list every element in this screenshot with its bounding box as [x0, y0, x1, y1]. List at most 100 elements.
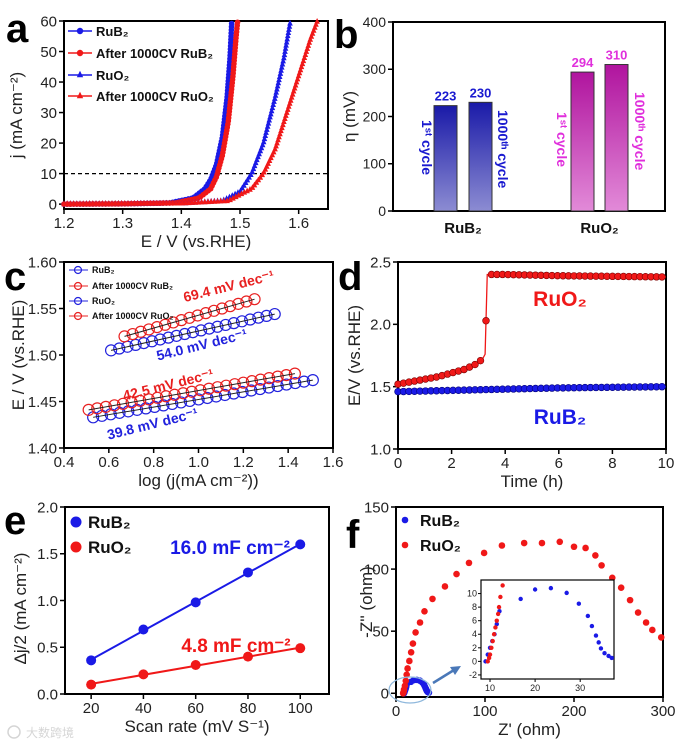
- plot-frame: [63, 20, 329, 210]
- data-point: [242, 567, 253, 578]
- bar-value-label: 223: [435, 89, 457, 104]
- data-point: [125, 396, 138, 409]
- x-tick-label: 10: [658, 455, 675, 472]
- data-point: [159, 318, 172, 331]
- data-point: [570, 543, 578, 551]
- data-point: [194, 384, 207, 397]
- legend-label: RuB₂: [92, 265, 115, 275]
- data-point: [264, 122, 271, 129]
- data-point: [245, 375, 259, 388]
- data-point: [284, 106, 291, 112]
- data-point: [185, 385, 198, 398]
- data-point: [276, 73, 283, 79]
- data-point: [297, 66, 304, 73]
- series-1: [82, 367, 301, 416]
- data-point: [280, 378, 293, 391]
- data-point: [598, 562, 605, 569]
- data-point: [263, 129, 269, 135]
- data-point: [202, 382, 216, 395]
- inset-data-point: [585, 613, 591, 619]
- data-point: [520, 539, 528, 547]
- data-point: [283, 112, 289, 118]
- data-point: [476, 356, 485, 365]
- inset-y-tick-label: 2: [472, 643, 477, 653]
- data-point: [281, 54, 287, 61]
- cycle-label: 1ˢᵗ cycle: [419, 120, 435, 175]
- data-point: [305, 42, 312, 48]
- y-tick-label: 50: [40, 44, 57, 61]
- panel-label: a: [6, 7, 29, 51]
- data-point: [284, 32, 291, 39]
- series-2: [104, 307, 281, 357]
- data-point: [649, 626, 656, 634]
- data-point: [309, 29, 316, 36]
- data-point: [138, 669, 149, 680]
- legend-marker: [401, 541, 409, 549]
- data-point: [256, 150, 262, 157]
- inset-data-point: [518, 596, 523, 602]
- x-tick-label: 8: [608, 455, 616, 472]
- tafel-slope-label: 69.4 mV dec⁻¹: [182, 267, 276, 305]
- watermark: 大数跨境: [7, 725, 74, 740]
- capacitance-label: 16.0 mF cm⁻²: [170, 538, 290, 559]
- data-point: [283, 38, 290, 45]
- data-point: [271, 95, 278, 101]
- plot-frame: [395, 506, 664, 698]
- y-tick-label: 300: [363, 61, 387, 77]
- data-point: [278, 127, 284, 134]
- series-label: RuO₂: [533, 288, 587, 311]
- data-point: [416, 619, 424, 626]
- data-point: [199, 307, 212, 320]
- legend-label: RuO₂: [96, 68, 129, 83]
- data-point: [252, 159, 259, 166]
- inset-y-tick-label: 4: [472, 629, 477, 639]
- x-tick-label: 1.4: [278, 454, 299, 471]
- data-point: [278, 63, 285, 70]
- data-point: [302, 51, 309, 57]
- data-point: [235, 315, 249, 328]
- data-point: [215, 302, 229, 315]
- inset-data-point: [576, 601, 582, 606]
- data-point: [86, 655, 97, 666]
- data-point: [284, 35, 291, 42]
- data-point: [310, 27, 317, 33]
- data-point: [278, 66, 284, 73]
- data-point: [183, 311, 196, 324]
- data-point: [236, 385, 249, 399]
- data-point: [293, 78, 300, 85]
- watermark-text: 大数跨境: [26, 725, 74, 740]
- legend-label: After 1000CV RuB₂: [92, 281, 173, 291]
- capacitance-label: 4.8 mF cm⁻²: [181, 636, 290, 657]
- data-point: [303, 48, 310, 54]
- data-point: [284, 109, 290, 115]
- data-point: [617, 584, 625, 592]
- series-label: RuB₂: [534, 406, 587, 429]
- data-point: [276, 133, 282, 140]
- y-tick-label: 1.50: [28, 347, 57, 364]
- data-point: [192, 393, 205, 406]
- data-point: [252, 311, 265, 324]
- data-point: [250, 165, 257, 172]
- data-point: [261, 168, 267, 175]
- data-point: [178, 327, 191, 341]
- data-point: [232, 297, 245, 310]
- inset-data-point: [485, 659, 490, 664]
- data-point: [270, 101, 277, 108]
- data-point: [148, 400, 161, 413]
- legend-marker: [76, 91, 84, 99]
- data-point: [207, 304, 221, 317]
- data-point: [251, 162, 258, 169]
- data-point: [276, 76, 282, 83]
- y-tick-label: 2.0: [37, 499, 58, 516]
- data-point: [280, 369, 293, 382]
- data-point: [227, 317, 240, 330]
- data-point: [108, 399, 121, 412]
- inset-data-point: [494, 618, 499, 623]
- data-point: [556, 538, 564, 546]
- legend-marker: [76, 70, 84, 78]
- data-point: [271, 379, 284, 393]
- y-tick-label: 0.5: [37, 640, 58, 657]
- data-point: [211, 381, 224, 394]
- data-point: [294, 75, 301, 82]
